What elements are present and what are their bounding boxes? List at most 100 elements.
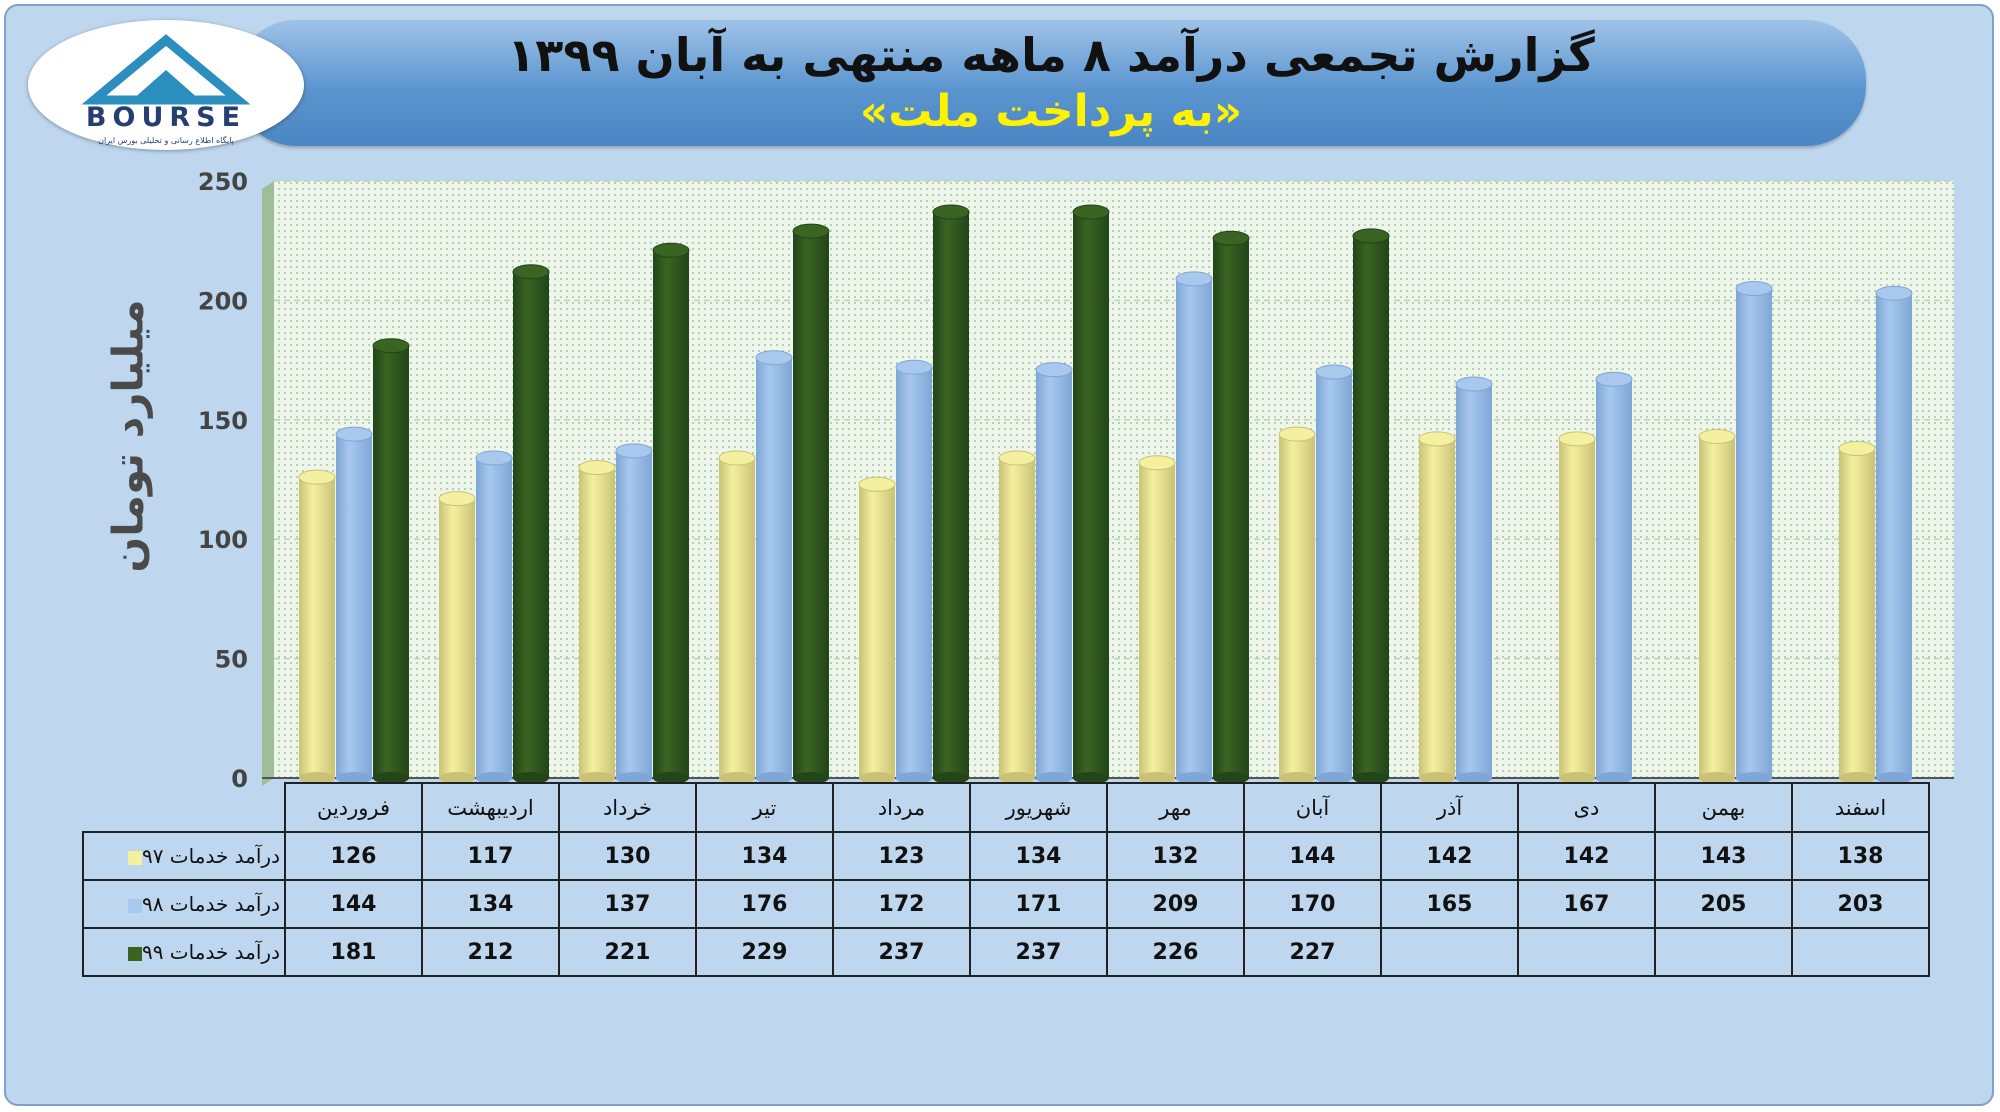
- bar-base: [859, 772, 895, 784]
- bar-body: [1419, 438, 1455, 778]
- bar: [1558, 431, 1596, 784]
- table-corner: [83, 783, 285, 832]
- data-label: [1380, 927, 1519, 977]
- bar-body: [1036, 369, 1072, 778]
- page-title: گزارش تجمعی درآمد ۸ ماهه منتهی به آبان ۱…: [507, 28, 1595, 82]
- bar-cap: [932, 204, 970, 220]
- bar-body: [616, 450, 652, 778]
- bar: [718, 450, 756, 784]
- bar-body: [439, 498, 475, 778]
- bar-body: [1736, 288, 1772, 778]
- data-label: 237: [969, 927, 1108, 977]
- y-tick-label: 50: [215, 646, 248, 674]
- bar: [1352, 228, 1390, 784]
- bar: [1735, 280, 1773, 784]
- bourse-logo: BOURSE پایگاه اطلاع رسانی و تحلیلی بورس …: [28, 20, 304, 150]
- bar-base: [1456, 772, 1492, 784]
- y-tick-label: 250: [198, 168, 248, 196]
- bar-body: [859, 484, 895, 778]
- bar: [1315, 364, 1353, 784]
- bar-cap: [1035, 362, 1073, 378]
- y-tick-label: 100: [198, 526, 248, 554]
- bar-body: [653, 250, 689, 778]
- bar: [578, 460, 616, 784]
- bar-base: [756, 772, 792, 784]
- bar-cap: [1072, 204, 1110, 220]
- bar: [1875, 285, 1913, 784]
- data-label: 143: [1654, 831, 1793, 881]
- bar-body: [896, 367, 932, 778]
- data-label: 176: [695, 879, 834, 929]
- legend-entry: درآمد خدمات ۹۷: [82, 831, 286, 881]
- x-tick-label: اسفند: [1791, 782, 1930, 833]
- table-row: درآمد خدمات ۹۹ 181 212 221 229 237 237 226 227: [82, 927, 1930, 977]
- bar-base: [1353, 772, 1389, 784]
- data-label: 212: [421, 927, 560, 977]
- bar-body: [756, 357, 792, 778]
- logo-text: BOURSE: [85, 102, 247, 133]
- bar-base: [476, 772, 512, 784]
- bar-cap: [1595, 371, 1633, 387]
- data-label: 170: [1243, 879, 1382, 929]
- bar-body: [719, 458, 755, 778]
- bar-cap: [1315, 364, 1353, 380]
- bar-base: [1419, 772, 1455, 784]
- bar-body: [1699, 436, 1735, 778]
- bar-cap: [578, 460, 616, 476]
- bar-cap: [512, 264, 550, 280]
- bar-base: [933, 772, 969, 784]
- data-label: 203: [1791, 879, 1930, 929]
- data-label: [1654, 927, 1793, 977]
- bar-cap: [438, 491, 476, 507]
- bar-cap: [1698, 429, 1736, 445]
- bar-cap: [792, 223, 830, 239]
- data-table: فروردین اردیبهشت خرداد تیر مرداد شهریور مهر آبا…: [82, 782, 1930, 977]
- bar: [298, 469, 336, 784]
- data-label: 165: [1380, 879, 1519, 929]
- legend-label: درآمد خدمات ۹۹: [141, 940, 280, 964]
- bar-body: [1176, 278, 1212, 778]
- table-row: درآمد خدمات ۹۸ 144 134 137 176 172 171 209 170 16…: [82, 879, 1930, 929]
- data-label: 130: [558, 831, 697, 881]
- bar-base: [1699, 772, 1735, 784]
- bar: [1838, 440, 1876, 784]
- data-label: 134: [421, 879, 560, 929]
- page-subtitle: «به پرداخت ملت»: [859, 86, 1243, 137]
- bar: [512, 264, 550, 784]
- data-label: 117: [421, 831, 560, 881]
- bar-body: [1839, 448, 1875, 778]
- legend-swatch: [127, 850, 142, 865]
- bar-body: [579, 467, 615, 778]
- data-label: 134: [969, 831, 1108, 881]
- data-label: 227: [1243, 927, 1382, 977]
- bar-base: [373, 772, 409, 784]
- bar: [475, 450, 513, 784]
- bar-body: [1596, 379, 1632, 778]
- bar-body: [476, 458, 512, 778]
- bar-base: [1596, 772, 1632, 784]
- data-label: 205: [1654, 879, 1793, 929]
- y-tick-label: 150: [198, 407, 248, 435]
- report-frame: گزارش تجمعی درآمد ۸ ماهه منتهی به آبان ۱…: [4, 4, 1994, 1106]
- plot-area: [274, 181, 1954, 778]
- bar-cap: [858, 476, 896, 492]
- bar-cap: [895, 359, 933, 375]
- bar: [755, 350, 793, 784]
- bar: [1035, 362, 1073, 784]
- legend-entry: درآمد خدمات ۹۹: [82, 927, 286, 977]
- x-tick-label: مرداد: [832, 782, 971, 833]
- data-label: 172: [832, 879, 971, 929]
- bar: [1418, 431, 1456, 784]
- bar-body: [933, 212, 969, 778]
- bar-cap: [1175, 271, 1213, 287]
- x-tick-label: خرداد: [558, 782, 697, 833]
- bar-base: [336, 772, 372, 784]
- bar: [858, 476, 896, 784]
- bar-body: [336, 434, 372, 778]
- bar-cap: [1838, 440, 1876, 456]
- bar: [998, 450, 1036, 784]
- x-tick-label: آبان: [1243, 782, 1382, 833]
- bar: [615, 443, 653, 784]
- x-tick-label: اردیبهشت: [421, 782, 560, 833]
- x-tick-label: مهر: [1106, 782, 1245, 833]
